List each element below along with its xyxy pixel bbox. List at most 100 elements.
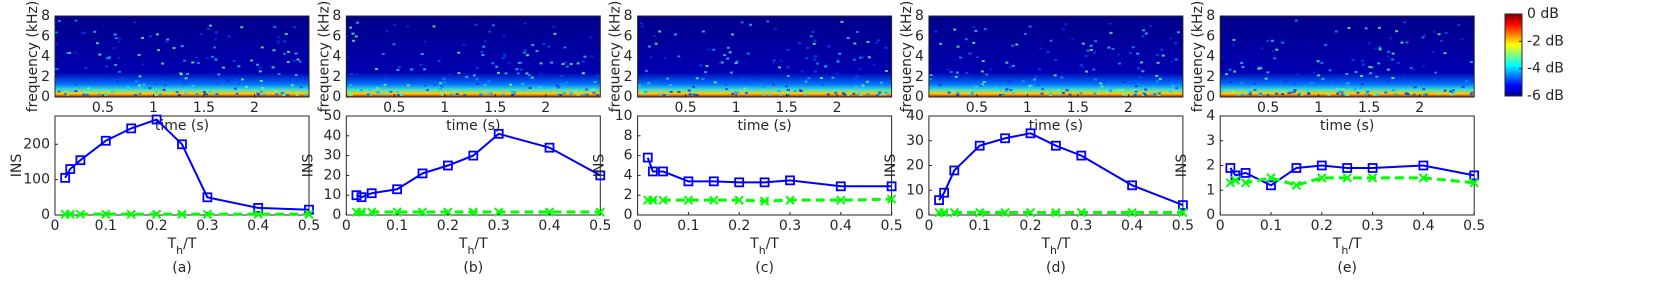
- spectrogram-speckle: [351, 39, 355, 42]
- spectrogram-speckle: [1288, 89, 1292, 92]
- spectrogram-speckle: [974, 29, 978, 32]
- spectrogram-speckle: [1156, 61, 1160, 64]
- spectrogram-speckle: [831, 76, 835, 79]
- spectrogram-speckle: [208, 24, 212, 27]
- spectrogram-speckle: [491, 24, 495, 27]
- spectrogram-speckle: [177, 93, 181, 96]
- spectrogram-speckle: [1395, 88, 1399, 91]
- spectrogram-speckle: [970, 91, 974, 94]
- spectrogram-speckle: [105, 57, 109, 60]
- spectrogram-speckle: [1108, 22, 1112, 25]
- x-tick-label: 0.4: [830, 218, 852, 234]
- x-tick-label: 0.5: [92, 100, 114, 116]
- spectrogram-speckle: [118, 70, 122, 73]
- spectrogram-speckle: [420, 52, 424, 55]
- spectrogram-speckle: [199, 32, 203, 35]
- spectrogram-speckle: [712, 48, 716, 51]
- spectrogram-speckle: [772, 83, 776, 86]
- spectrogram-speckle: [557, 93, 561, 96]
- spectrogram-speckle: [1353, 88, 1357, 91]
- marker: [1178, 207, 1188, 218]
- spectrogram-speckle: [526, 54, 530, 57]
- spectrogram-speckle: [842, 81, 846, 84]
- spectrogram-speckle: [432, 25, 436, 28]
- marker: [785, 175, 795, 186]
- marker: [417, 168, 428, 179]
- spectrogram-speckle: [1368, 42, 1372, 45]
- x-tick-label: 1: [1314, 100, 1323, 116]
- spectrogram-speckle: [740, 21, 744, 24]
- spectrogram-speckle: [1258, 93, 1262, 96]
- spectrogram-speckle: [1136, 52, 1140, 55]
- y-tick-label: 6: [1206, 28, 1215, 44]
- spectrogram-speckle: [824, 65, 828, 68]
- spectrogram-speckle: [570, 92, 574, 95]
- marker: [1291, 180, 1302, 191]
- x-axis-label-part: /T: [183, 236, 197, 252]
- spectrogram-speckle: [539, 72, 543, 75]
- y-tick-label: 4: [624, 49, 633, 65]
- y-tick-label: 8: [624, 8, 633, 24]
- spectrogram-speckle: [225, 77, 229, 80]
- spectrogram-speckle: [542, 42, 546, 45]
- spectrogram-speckle: [274, 89, 278, 92]
- spectrogram-speckle: [221, 66, 225, 69]
- spectrogram-speckle: [730, 33, 734, 36]
- spectrogram-speckle: [590, 55, 594, 58]
- spectrogram-speckle: [878, 91, 882, 94]
- x-axis-label-part: T: [749, 236, 759, 252]
- spectrogram-speckle: [172, 47, 176, 50]
- marker: [595, 207, 606, 217]
- spectrogram-speckle: [292, 78, 296, 81]
- y-tick-label: 2: [1206, 69, 1215, 85]
- spectrogram-speckle: [481, 93, 485, 96]
- spectrogram-speckle: [859, 56, 863, 59]
- spectrogram-speckle: [191, 61, 195, 64]
- spectrogram-speckle: [838, 52, 842, 55]
- x-axis-label: Th/T: [1040, 236, 1070, 257]
- spectrogram-speckle: [88, 91, 92, 94]
- spectrogram-speckle: [1284, 80, 1288, 83]
- spectrogram-speckle: [1281, 93, 1285, 96]
- spectrogram-speckle: [843, 93, 847, 96]
- spectrogram-speckle: [1300, 93, 1304, 96]
- y-tick-label: 20: [323, 167, 341, 183]
- spectrogram-speckle: [1038, 68, 1042, 71]
- x-axis-label: Th/T: [167, 236, 197, 257]
- x-tick-label: 0.3: [488, 218, 510, 234]
- x-tick-label: 1: [149, 100, 158, 116]
- spectrogram-speckle: [213, 46, 217, 49]
- spectrogram-speckle: [440, 85, 444, 88]
- spectrogram-speckle: [487, 30, 491, 33]
- spectrogram-speckle: [258, 67, 262, 70]
- spectrogram-speckle: [516, 72, 520, 75]
- spectrogram-speckle: [1144, 32, 1148, 35]
- spectrogram-speckle: [596, 93, 600, 96]
- spectrogram-speckle: [348, 91, 352, 94]
- spectrogram-speckle: [1176, 31, 1180, 34]
- marker: [443, 207, 453, 217]
- spectrogram-speckle: [463, 93, 467, 96]
- spectrogram-speckle: [1107, 46, 1111, 49]
- spectrogram-speckle: [1373, 93, 1377, 96]
- spectrogram-speckle: [1464, 80, 1468, 83]
- spectrogram-speckle: [1228, 80, 1232, 83]
- spectrogram-speckle: [751, 77, 755, 80]
- spectrogram-speckle: [1005, 88, 1009, 91]
- spectrogram-speckle: [162, 88, 166, 91]
- spectrogram-speckle: [1151, 92, 1155, 95]
- spectrogram-speckle: [1324, 43, 1328, 46]
- spectrogram-speckle: [1428, 84, 1432, 87]
- marker: [709, 195, 719, 205]
- axes-box: [1219, 15, 1475, 98]
- spectrogram-speckle: [398, 66, 402, 69]
- spectrogram-speckle: [502, 55, 506, 58]
- spectrogram-speckle: [649, 56, 653, 59]
- spectrogram-speckle: [1109, 31, 1113, 34]
- spectrogram-speckle: [479, 93, 483, 96]
- spectrogram-speckle: [82, 31, 86, 34]
- spectrogram-speckle: [1136, 67, 1140, 70]
- spectrogram-speckle: [226, 79, 230, 82]
- spectrogram-speckle: [503, 53, 507, 56]
